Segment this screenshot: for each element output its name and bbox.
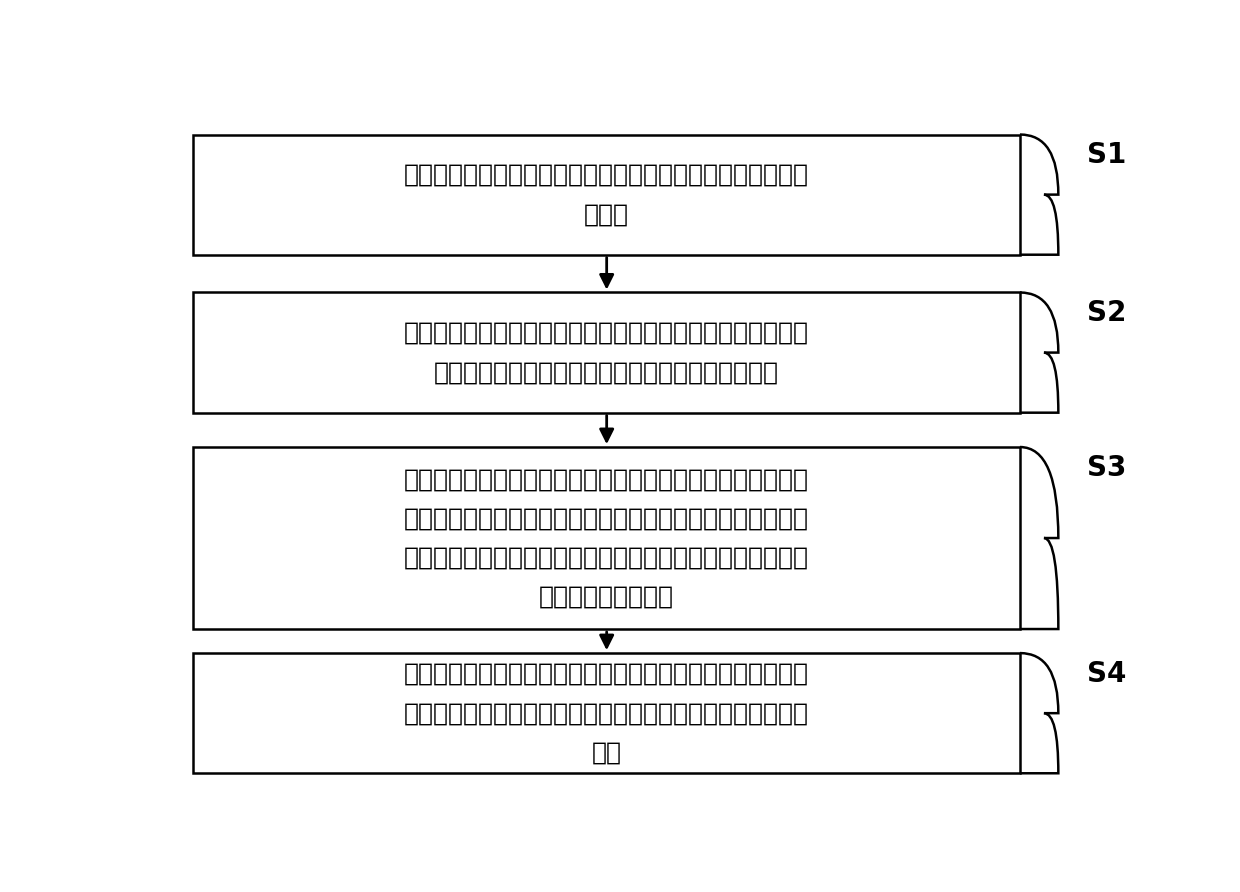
Text: S4: S4 [1087,660,1127,688]
Text: S1: S1 [1087,141,1126,169]
FancyBboxPatch shape [193,447,1019,629]
FancyBboxPatch shape [193,653,1019,773]
Text: 对组织病理切片图像进行前景分割，提取细胞组织区域得到前
景图像: 对组织病理切片图像进行前景分割，提取细胞组织区域得到前 景图像 [404,163,810,227]
Text: S2: S2 [1087,300,1127,327]
FancyBboxPatch shape [193,293,1019,413]
Text: 使用基于深度残差网络结构和多尺度空洞卷积结构的语义分割
网络模型检测所述前景图像中的不同类型的病变区域: 使用基于深度残差网络结构和多尺度空洞卷积结构的语义分割 网络模型检测所述前景图像… [404,321,810,384]
Text: 对检测到的不同类型的病变区域进行形态学后处理，以去除不
同类型病变区域之间细的连接，填充空洞，并对检测结果中同
一区域共存的不同类型病变组织进行修正，从而得到各: 对检测到的不同类型的病变区域进行形态学后处理，以去除不 同类型病变区域之间细的连… [404,467,810,609]
Text: S3: S3 [1087,454,1127,482]
Text: 利用结合全局形状信息建立的形变模型优化各不同类型的病变
区域的轮廓，以完成整个病理组织切片图像中病变区域的自动
检测: 利用结合全局形状信息建立的形变模型优化各不同类型的病变 区域的轮廓，以完成整个病… [404,662,810,764]
FancyBboxPatch shape [193,135,1019,255]
